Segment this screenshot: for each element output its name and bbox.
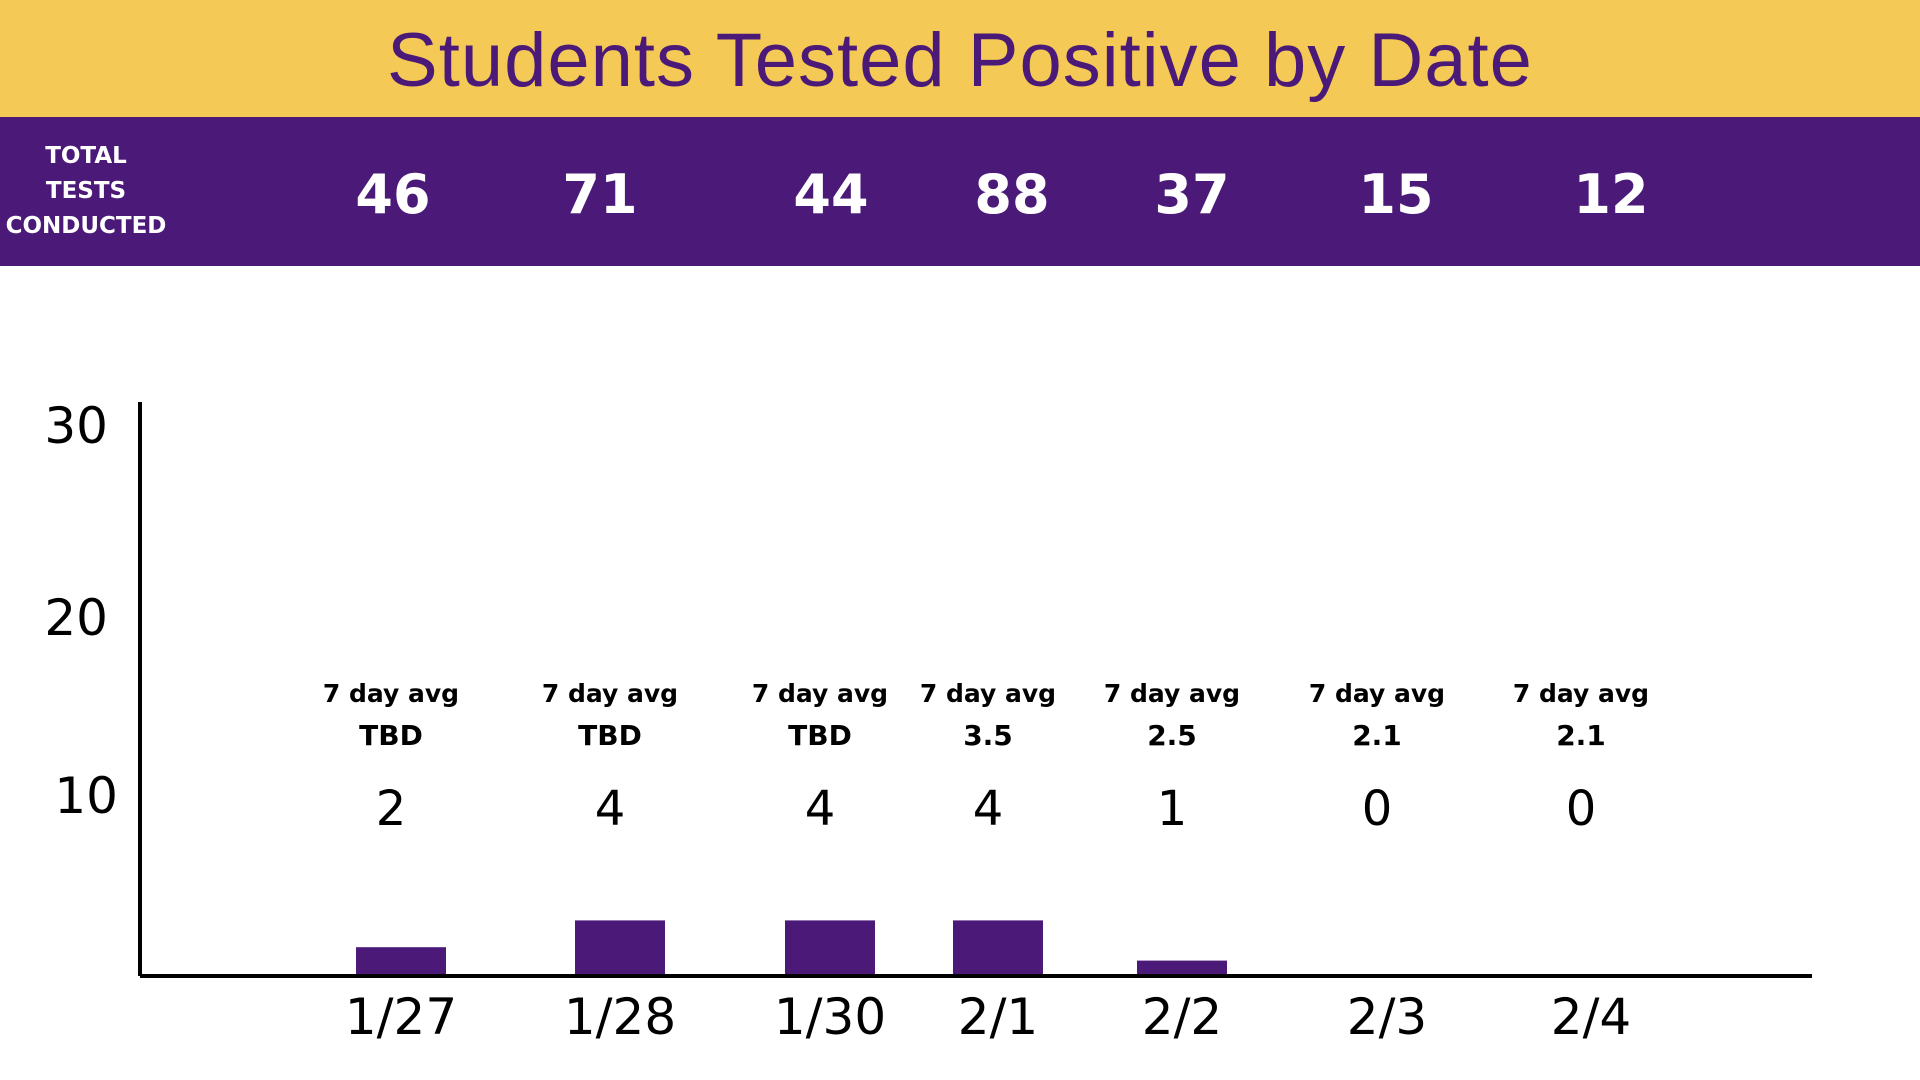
x-tick-label: 2/1 <box>958 988 1038 1046</box>
x-tick-label: 2/2 <box>1142 988 1222 1046</box>
tests-label-line: TESTS <box>45 178 127 204</box>
x-tick-label: 1/27 <box>345 988 457 1046</box>
bar <box>575 920 665 974</box>
tests-label-line: TOTAL <box>45 143 127 169</box>
x-tick-label: 2/3 <box>1347 988 1427 1046</box>
bar <box>785 920 875 974</box>
tests-count: 71 <box>562 163 638 226</box>
avg-value: 3.5 <box>963 719 1013 752</box>
avg-caption: 7 day avg <box>542 679 678 708</box>
tests-conducted-label: TOTAL TESTS CONDUCTED <box>0 139 172 244</box>
tests-count: 46 <box>355 163 431 226</box>
data-label: 4 <box>805 781 836 837</box>
y-tick-label: 10 <box>54 767 118 825</box>
x-tick-label: 1/28 <box>564 988 676 1046</box>
y-tick-label: 20 <box>44 589 108 647</box>
data-label: 0 <box>1362 781 1393 837</box>
data-label: 4 <box>973 781 1004 837</box>
avg-value: TBD <box>578 719 642 752</box>
y-tick-label: 30 <box>44 397 108 455</box>
tests-count: 12 <box>1573 163 1649 226</box>
x-tick-label: 2/4 <box>1551 988 1631 1046</box>
data-label: 1 <box>1157 781 1188 837</box>
avg-value: 2.1 <box>1556 719 1606 752</box>
bar <box>1137 960 1227 974</box>
data-label: 4 <box>595 781 626 837</box>
avg-caption: 7 day avg <box>1513 679 1649 708</box>
avg-caption: 7 day avg <box>323 679 459 708</box>
bar <box>953 920 1043 974</box>
x-tick-label: 1/30 <box>774 988 886 1046</box>
page-title: Students Tested Positive by Date <box>387 18 1533 103</box>
data-label: 0 <box>1566 781 1597 837</box>
tests-count: 37 <box>1154 163 1230 226</box>
avg-caption: 7 day avg <box>1104 679 1240 708</box>
avg-value: TBD <box>788 719 852 752</box>
avg-value: TBD <box>359 719 423 752</box>
tests-conducted-banner: TOTAL TESTS CONDUCTED 46 71 44 88 37 15 … <box>0 117 1920 266</box>
tests-count: 88 <box>974 163 1050 226</box>
bar <box>356 947 446 974</box>
tests-count: 44 <box>793 163 869 226</box>
avg-caption: 7 day avg <box>920 679 1056 708</box>
avg-value: 2.5 <box>1147 719 1197 752</box>
tests-label-line: CONDUCTED <box>5 213 167 239</box>
title-banner: Students Tested Positive by Date <box>0 0 1920 117</box>
data-label: 2 <box>376 781 407 837</box>
avg-value: 2.1 <box>1352 719 1402 752</box>
avg-caption: 7 day avg <box>1309 679 1445 708</box>
avg-caption: 7 day avg <box>752 679 888 708</box>
tests-count: 15 <box>1358 163 1434 226</box>
